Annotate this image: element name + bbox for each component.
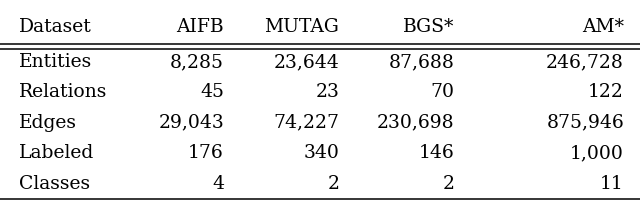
Text: Classes: Classes: [19, 174, 90, 192]
Text: Dataset: Dataset: [19, 18, 92, 36]
Text: 230,698: 230,698: [377, 113, 454, 131]
Text: 2: 2: [442, 174, 454, 192]
Text: AIFB: AIFB: [177, 18, 224, 36]
Text: 4: 4: [212, 174, 224, 192]
Text: 146: 146: [419, 144, 454, 161]
Text: Entities: Entities: [19, 53, 92, 70]
Text: AM*: AM*: [582, 18, 624, 36]
Text: 176: 176: [188, 144, 224, 161]
Text: 23: 23: [316, 83, 339, 101]
Text: 23,644: 23,644: [273, 53, 339, 70]
Text: 29,043: 29,043: [158, 113, 224, 131]
Text: 122: 122: [588, 83, 624, 101]
Text: MUTAG: MUTAG: [264, 18, 339, 36]
Text: Relations: Relations: [19, 83, 108, 101]
Text: Edges: Edges: [19, 113, 77, 131]
Text: 875,946: 875,946: [547, 113, 624, 131]
Text: 340: 340: [303, 144, 339, 161]
Text: 87,688: 87,688: [388, 53, 454, 70]
Text: 70: 70: [430, 83, 454, 101]
Text: BGS*: BGS*: [403, 18, 454, 36]
Text: 11: 11: [600, 174, 624, 192]
Text: 45: 45: [200, 83, 224, 101]
Text: 2: 2: [327, 174, 339, 192]
Text: 246,728: 246,728: [546, 53, 624, 70]
Text: 1,000: 1,000: [570, 144, 624, 161]
Text: 8,285: 8,285: [170, 53, 224, 70]
Text: 74,227: 74,227: [273, 113, 339, 131]
Text: Labeled: Labeled: [19, 144, 95, 161]
